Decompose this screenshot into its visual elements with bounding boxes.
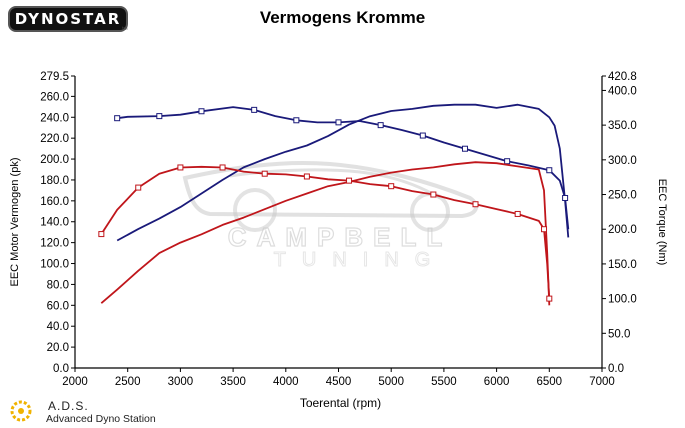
x-tick-label: 3000 xyxy=(168,376,194,388)
y-right-tick-label: 350.0 xyxy=(608,120,637,132)
y-right-tick-label: 100.0 xyxy=(608,294,637,306)
watermark-text-line1: CAMPBELL xyxy=(228,222,452,252)
series-marker-red xyxy=(98,231,105,238)
chart-series xyxy=(98,103,570,306)
y-left-tick-label: 279.5 xyxy=(40,71,69,83)
series-line-blue-left xyxy=(116,103,570,242)
series-marker-blue xyxy=(461,145,468,152)
y-left-tick-label: 180.0 xyxy=(40,175,69,187)
chart-title: Vermogens Kromme xyxy=(259,8,426,27)
y-left-tick-label: 40.0 xyxy=(47,321,69,333)
series-marker-blue xyxy=(377,122,384,129)
series-marker-blue xyxy=(198,108,205,115)
series-marker-red xyxy=(388,183,395,190)
y-axis-left-label: EEC Motor Vermogen (pk) xyxy=(9,157,21,287)
x-tick-label: 2500 xyxy=(115,376,141,388)
series-marker-blue xyxy=(293,117,300,124)
x-tick-label: 2000 xyxy=(62,376,88,388)
x-tick-label: 4500 xyxy=(326,376,352,388)
y-left-tick-label: 100.0 xyxy=(40,259,69,271)
watermark-car-body xyxy=(182,160,479,219)
series-marker-red xyxy=(430,191,437,198)
series-marker-red xyxy=(546,295,553,302)
y-left-tick-label: 140.0 xyxy=(40,217,69,229)
y-left-tick-label: 160.0 xyxy=(40,196,69,208)
y-left-tick-label: 260.0 xyxy=(40,91,69,103)
y-left-tick-label: 0.0 xyxy=(53,363,69,375)
y-right-tick-label: 0.0 xyxy=(608,363,624,375)
y-left-tick-label: 20.0 xyxy=(47,342,69,354)
x-axis-label: Toerental (rpm) xyxy=(0,396,685,410)
x-tick-label: 4000 xyxy=(273,376,299,388)
ads-subtitle: Advanced Dyno Station xyxy=(46,413,156,425)
ads-footer: A.D.S. Advanced Dyno Station xyxy=(8,398,188,426)
series-marker-red xyxy=(472,201,479,208)
series-marker-blue xyxy=(114,115,121,122)
ads-title: A.D.S. xyxy=(48,399,89,413)
series-marker-blue xyxy=(562,194,569,201)
watermark-text-line2: TUNING xyxy=(274,249,447,271)
series-marker-red xyxy=(219,164,226,171)
series-marker-blue xyxy=(251,106,258,113)
x-tick-label: 5000 xyxy=(378,376,404,388)
y-left-tick-label: 120.0 xyxy=(40,238,69,250)
series-marker-red xyxy=(346,177,353,184)
y-right-tick-label: 200.0 xyxy=(608,224,637,236)
series-marker-red xyxy=(261,170,268,177)
x-tick-label: 3500 xyxy=(220,376,246,388)
series-marker-red xyxy=(541,226,548,233)
x-tick-label: 5500 xyxy=(431,376,457,388)
series-marker-red xyxy=(177,164,184,171)
logo-trademark: tm xyxy=(122,26,128,32)
series-marker-blue xyxy=(419,132,426,139)
x-tick-label: 7000 xyxy=(589,376,615,388)
dynostar-logo: DYNOSTAR xyxy=(8,6,128,32)
x-tick-label: 6500 xyxy=(537,376,563,388)
x-tick-label: 6000 xyxy=(484,376,510,388)
logo-text: DYNOSTAR xyxy=(14,10,122,28)
y-right-tick-label: 300.0 xyxy=(608,155,637,167)
ads-logo-icon xyxy=(10,400,32,422)
series-marker-red xyxy=(303,173,310,180)
series-marker-blue xyxy=(156,113,163,120)
y-left-tick-label: 240.0 xyxy=(40,112,69,124)
y-left-tick-label: 80.0 xyxy=(47,279,69,291)
y-axis-right-label: EEC Torque (Nm) xyxy=(656,178,668,266)
series-marker-red xyxy=(135,184,142,191)
y-right-tick-label: 420.8 xyxy=(608,71,637,83)
series-marker-blue xyxy=(546,167,553,174)
y-right-tick-label: 250.0 xyxy=(608,190,637,202)
y-right-tick-label: 50.0 xyxy=(608,328,630,340)
chart-axes: 2000 2500 3000 3500 4000 4500 5000 5500 6000 6500… xyxy=(40,71,637,388)
series-marker-blue xyxy=(504,158,511,165)
y-right-tick-label: 150.0 xyxy=(608,259,637,271)
y-right-tick-label: 400.0 xyxy=(608,85,637,97)
y-left-tick-label: 200.0 xyxy=(40,154,69,166)
series-marker-red xyxy=(514,210,521,217)
series-line-blue-right xyxy=(117,106,570,230)
y-left-tick-label: 220.0 xyxy=(40,133,69,145)
watermark-wheel-front xyxy=(233,188,277,232)
series-marker-blue xyxy=(335,119,342,126)
x-axis-label-text: Toerental (rpm) xyxy=(299,396,382,410)
y-left-tick-label: 60.0 xyxy=(47,300,69,312)
